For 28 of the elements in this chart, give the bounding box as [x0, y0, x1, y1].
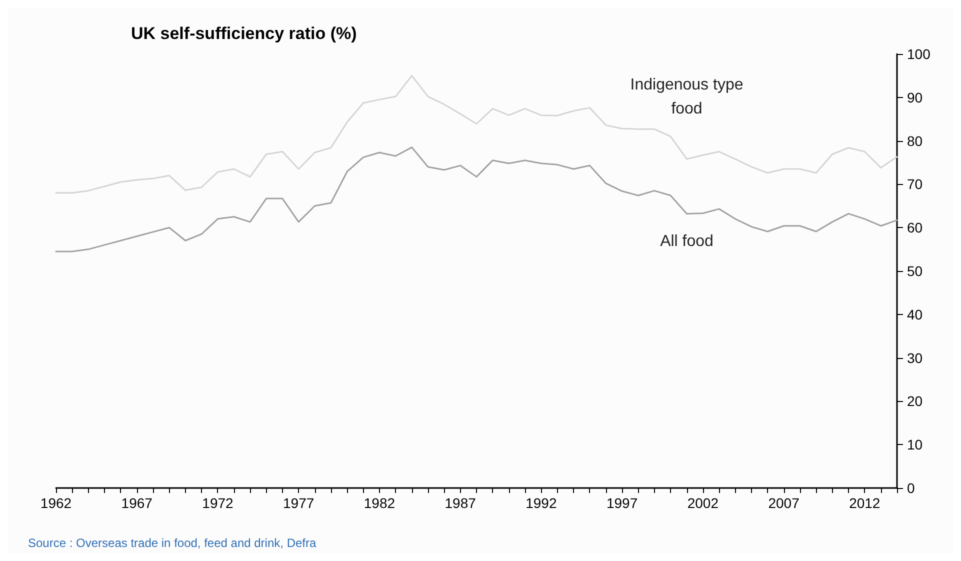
source-note: Source : Overseas trade in food, feed and drink, Defra: [28, 536, 316, 550]
x-tick-label: 1992: [526, 495, 557, 511]
y-tick-label: 20: [907, 393, 923, 410]
y-tick-label: 60: [907, 220, 923, 236]
x-tick-label: 1972: [202, 495, 234, 511]
x-tick-label: 2007: [768, 495, 800, 511]
y-tick-label: 80: [907, 132, 923, 149]
y-tick-label: 40: [907, 306, 923, 322]
x-tick-label: 1962: [40, 495, 72, 511]
x-tick-label: 2012: [849, 495, 880, 511]
x-tick-label: 1967: [121, 495, 153, 511]
y-tick-label: 70: [907, 176, 923, 192]
y-tick-label: 10: [907, 436, 923, 453]
x-tick-label: 1982: [364, 495, 396, 511]
x-tick-label: 1987: [444, 495, 476, 511]
x-tick-label: 1977: [283, 495, 314, 511]
series-label: Indigenous type food: [630, 76, 744, 118]
y-tick-label: 30: [907, 350, 923, 366]
line-series: [55, 74, 898, 194]
y-tick-label: 100: [907, 46, 931, 62]
x-tick-label: 1997: [606, 495, 638, 511]
x-tick-label: 2002: [687, 495, 719, 511]
y-tick-label: 0: [907, 480, 915, 496]
line-series: [55, 146, 898, 252]
chart-title: UK self-sufficiency ratio (%): [131, 24, 357, 43]
y-tick-label: 50: [907, 263, 923, 279]
y-tick-label: 90: [907, 89, 923, 106]
series-label: All food: [660, 233, 714, 250]
